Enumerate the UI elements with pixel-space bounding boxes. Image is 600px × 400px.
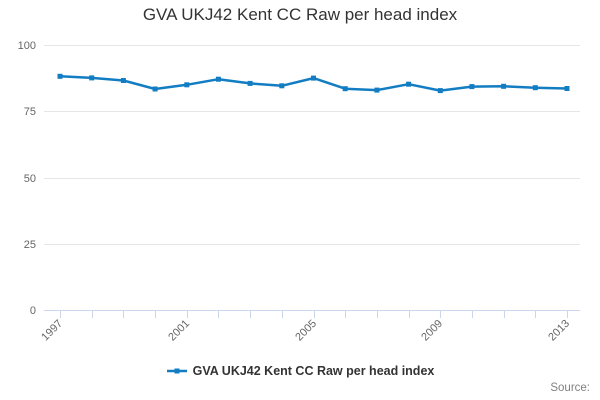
legend-series-marker-icon <box>166 368 187 374</box>
svg-text:2013: 2013 <box>546 318 572 344</box>
chart-title: GVA UKJ42 Kent CC Raw per head index <box>142 5 458 24</box>
x-axis-labels: 1997 2001 2005 2009 2013 <box>39 318 572 344</box>
legend-item[interactable]: GVA UKJ42 Kent CC Raw per head index <box>166 364 435 378</box>
legend: GVA UKJ42 Kent CC Raw per head index <box>0 364 600 378</box>
series-markers <box>57 73 570 94</box>
svg-text:50: 50 <box>24 173 36 185</box>
svg-text:0: 0 <box>30 305 36 317</box>
svg-text:100: 100 <box>18 40 36 52</box>
y-gridlines <box>44 45 580 245</box>
plot-area: 0 25 50 75 100 1997 2001 2005 2009 2013 <box>18 40 580 344</box>
svg-text:2005: 2005 <box>293 318 319 344</box>
svg-text:2001: 2001 <box>166 318 192 344</box>
svg-text:75: 75 <box>24 106 36 118</box>
svg-text:25: 25 <box>24 239 36 251</box>
svg-text:2009: 2009 <box>419 318 445 344</box>
y-axis-labels: 0 25 50 75 100 <box>18 40 36 317</box>
legend-label: GVA UKJ42 Kent CC Raw per head index <box>192 364 435 378</box>
svg-text:1997: 1997 <box>39 318 65 344</box>
source-label: Source: <box>550 382 590 394</box>
x-axis-ticks <box>60 310 568 318</box>
